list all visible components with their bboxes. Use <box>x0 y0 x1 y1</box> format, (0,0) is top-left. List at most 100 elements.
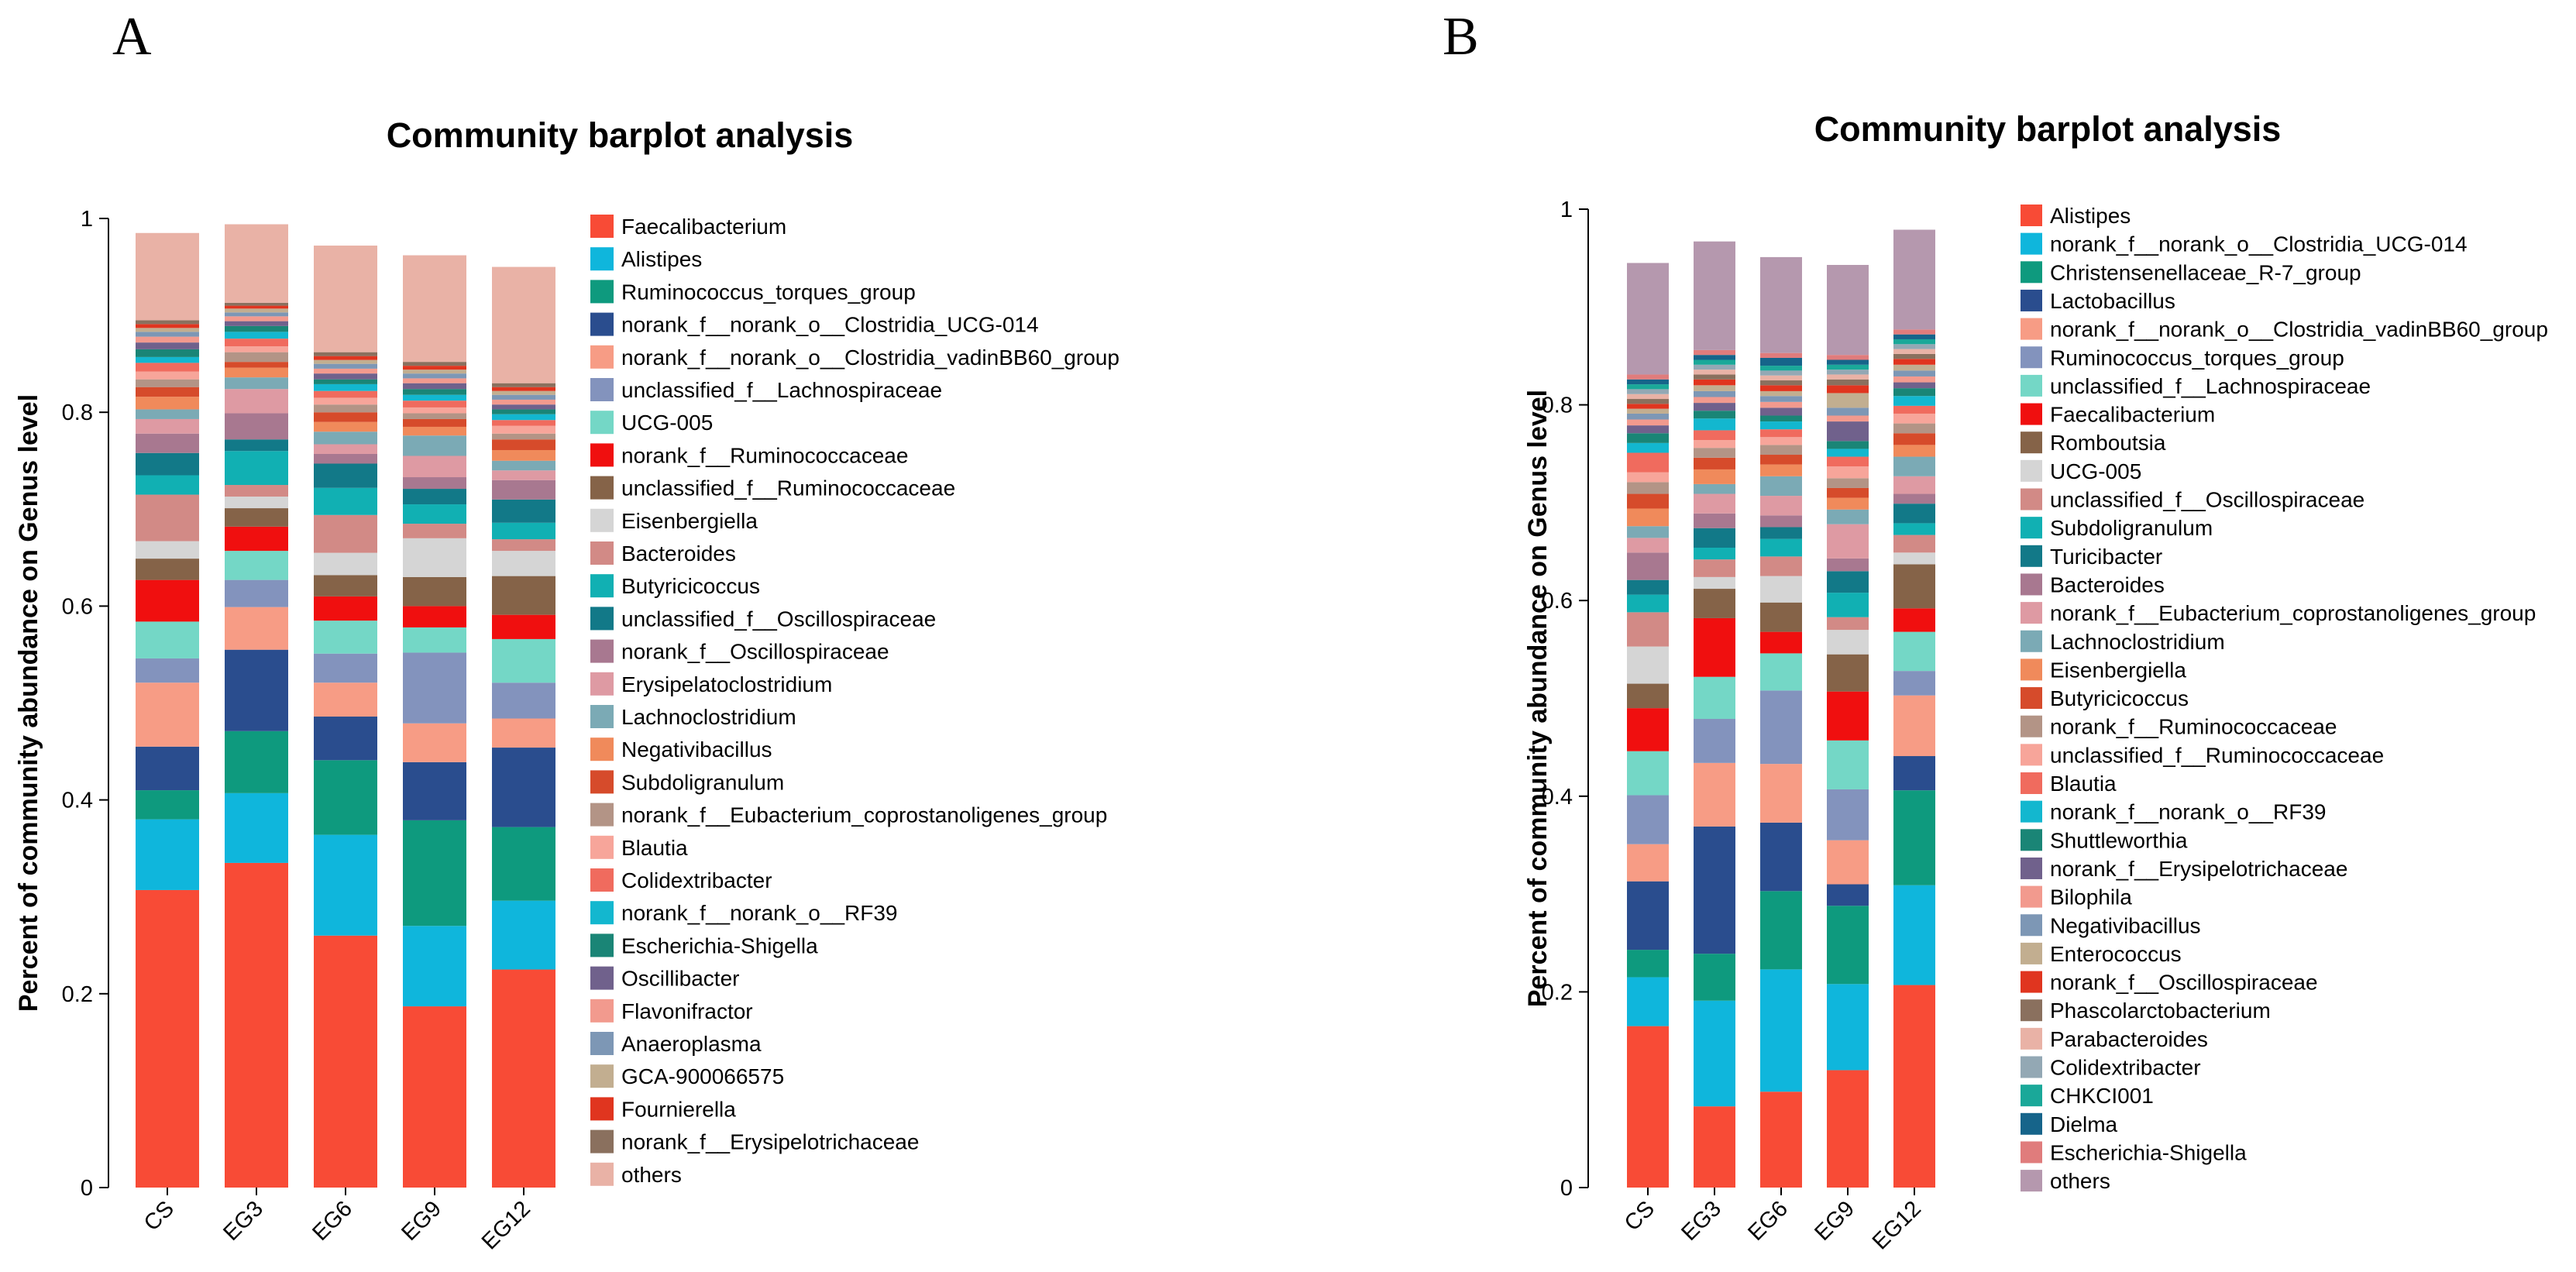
legend-swatch <box>590 378 614 401</box>
bar-segment <box>1760 421 1802 430</box>
bar-segment <box>136 494 199 541</box>
bar-segment <box>1893 334 1935 339</box>
bar-segment <box>314 379 377 384</box>
bar-segment <box>1893 370 1935 376</box>
legend-label: norank_f__Eubacterium_coprostanoligenes_… <box>2050 601 2536 625</box>
legend-label: unclassified_f__Lachnospiraceae <box>2050 374 2371 398</box>
bar-segment <box>136 790 199 820</box>
bar-segment <box>1760 396 1802 402</box>
bar-segment <box>1694 457 1735 469</box>
legend-swatch <box>2021 289 2042 311</box>
bar-segment <box>225 325 288 332</box>
bar-segment <box>1893 433 1935 445</box>
bar-segment <box>492 414 555 421</box>
legend-swatch <box>590 215 614 238</box>
bar-segment <box>314 421 377 432</box>
legend-swatch <box>590 639 614 663</box>
bar-segment <box>225 316 288 321</box>
legend-swatch <box>590 803 614 827</box>
bar-segment <box>1627 493 1669 509</box>
bar-segment <box>225 607 288 650</box>
bar-segment <box>403 407 466 414</box>
legend-label: norank_f__norank_o__Clostridia_vadinBB60… <box>2050 318 2548 342</box>
bar-segment <box>314 487 377 515</box>
bar-segment <box>1627 413 1669 420</box>
bar-segment <box>1893 405 1935 414</box>
bar-segment <box>1893 388 1935 397</box>
legend-swatch <box>2021 1141 2042 1164</box>
bar-segment <box>136 342 199 349</box>
bar-segment <box>1627 399 1669 404</box>
legend-label: Colidextribacter <box>2050 1056 2201 1080</box>
bar-segment <box>1893 504 1935 524</box>
bar-segment <box>1760 969 1802 1092</box>
bar-segment <box>403 418 466 427</box>
bar-segment <box>492 522 555 540</box>
y-tick-label: 1 <box>1560 198 1573 222</box>
bar-segment <box>225 731 288 793</box>
bar-segment <box>225 508 288 527</box>
bar-segment <box>492 390 555 395</box>
bar-segment <box>1760 385 1802 391</box>
legend-swatch <box>590 901 614 925</box>
bar-segment <box>1760 538 1802 557</box>
bar-segment <box>403 362 466 366</box>
chart-title: Community barplot analysis <box>1814 109 2282 149</box>
x-tick-label: CS <box>139 1196 179 1236</box>
bar-segment <box>1827 359 1869 365</box>
legend-swatch <box>2021 687 2042 710</box>
bar-segment <box>1760 602 1802 632</box>
legend-label: Blautia <box>2050 772 2117 796</box>
bar-segment <box>1694 418 1735 431</box>
legend-label: Alistipes <box>2050 204 2131 228</box>
bar-segment <box>1627 646 1669 684</box>
bar-segment <box>1694 359 1735 365</box>
legend-swatch <box>2021 1112 2042 1135</box>
bar-segment <box>1893 756 1935 791</box>
bar-segment <box>1893 364 1935 371</box>
bar-segment <box>403 652 466 724</box>
legend-swatch <box>590 443 614 467</box>
bar-segment <box>136 387 199 397</box>
bar-segment <box>1760 366 1802 371</box>
bar-segment <box>403 576 466 607</box>
bar-segment <box>1893 382 1935 389</box>
bar-segment <box>492 748 555 827</box>
bar-segment <box>1627 419 1669 426</box>
bar-segment <box>314 390 377 398</box>
bar-segment <box>403 394 466 401</box>
bar-segment <box>1827 654 1869 692</box>
bar-segment <box>403 389 466 395</box>
bar-segment <box>136 418 199 434</box>
bar-segment <box>1760 690 1802 765</box>
legend-label: unclassified_f__Oscillospiraceae <box>621 607 936 631</box>
bar-segment <box>1760 429 1802 438</box>
bar-segment <box>492 827 555 901</box>
bar-segment <box>1893 493 1935 504</box>
bar-segment <box>1760 401 1802 408</box>
bar-segment <box>225 451 288 486</box>
bar-segment <box>1627 538 1669 553</box>
legend-label: Subdoligranulum <box>2050 516 2213 540</box>
legend-swatch <box>590 312 614 336</box>
bar-segment <box>314 596 377 621</box>
bar-segment <box>403 370 466 374</box>
legend-label: norank_f__Eubacterium_coprostanoligenes_… <box>621 803 1107 827</box>
legend-swatch <box>2021 318 2042 340</box>
legend-label: Erysipelatoclostridium <box>621 672 832 696</box>
bar-segment <box>403 477 466 490</box>
bar-segment <box>492 614 555 639</box>
legend-label: Oscillibacter <box>621 967 739 991</box>
legend-label: Butyricicoccus <box>621 574 760 598</box>
bar-segment <box>403 489 466 505</box>
bar-segment <box>1893 353 1935 359</box>
legend-swatch <box>590 1097 614 1121</box>
bar-segment <box>136 363 199 372</box>
bar-segment <box>314 397 377 405</box>
bar-segment <box>403 723 466 762</box>
chart-a: Community barplot analysis Percent of com… <box>14 115 1119 1254</box>
panel-label-b: B <box>1443 7 1479 67</box>
bar-segment <box>1893 423 1935 434</box>
bar-segment <box>403 435 466 456</box>
bar-segment <box>1827 617 1869 631</box>
